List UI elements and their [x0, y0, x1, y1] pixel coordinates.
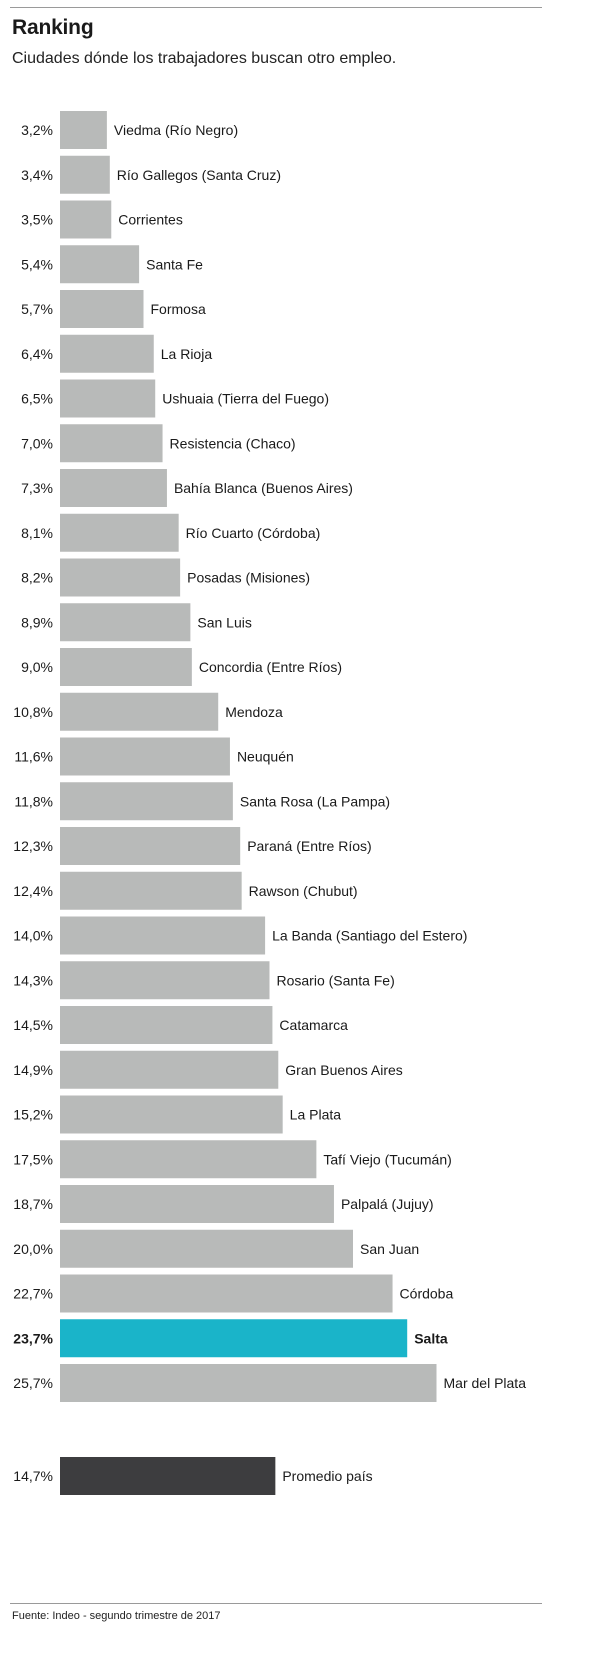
city-bar	[60, 782, 233, 821]
city-bar	[60, 1006, 273, 1044]
city-bar	[60, 513, 179, 552]
city-value-label: 14,5%	[13, 1017, 53, 1033]
city-category-label: Ushuaia (Tierra del Fuego)	[162, 391, 329, 407]
city-category-label: Palpalá (Jujuy)	[341, 1196, 434, 1212]
city-value-label: 17,5%	[13, 1151, 53, 1167]
city-category-label: Formosa	[151, 301, 206, 317]
city-value-label: 7,0%	[21, 435, 53, 451]
city-value-label: 25,7%	[13, 1375, 53, 1391]
city-category-label: Bahía Blanca (Buenos Aires)	[174, 480, 353, 496]
city-value-label: 8,9%	[21, 614, 53, 630]
average-category-label: Promedio país	[282, 1468, 372, 1484]
source-note: Fuente: Indeo - segundo trimestre de 201…	[12, 1610, 221, 1622]
city-value-label: 22,7%	[13, 1286, 53, 1302]
city-value-label: 11,6%	[14, 749, 53, 765]
city-bar	[60, 1050, 279, 1089]
city-value-label: 8,1%	[21, 525, 53, 541]
highlight-bar	[60, 1319, 408, 1358]
city-bar	[60, 245, 140, 284]
city-category-label: Santa Fe	[146, 256, 203, 272]
city-category-label: Neuquén	[237, 749, 294, 765]
city-bar	[60, 558, 181, 597]
city-value-label: 6,5%	[21, 391, 53, 407]
city-bar	[60, 1229, 353, 1268]
city-bar	[60, 1095, 283, 1134]
city-category-label: Corrientes	[118, 212, 183, 228]
average-bar	[60, 1457, 276, 1495]
city-category-label: La Banda (Santiago del Estero)	[272, 928, 467, 944]
average-value-label: 14,7%	[13, 1468, 53, 1484]
city-bar	[60, 1185, 334, 1223]
city-bar	[60, 737, 230, 776]
city-bar	[60, 1274, 393, 1313]
city-bar	[60, 200, 112, 239]
city-bar	[60, 111, 107, 149]
city-category-label: Paraná (Entre Ríos)	[247, 838, 372, 854]
top-rule	[10, 7, 542, 8]
city-value-label: 14,9%	[13, 1062, 53, 1078]
city-value-label: 3,4%	[21, 167, 53, 183]
city-category-label: Río Cuarto (Córdoba)	[186, 525, 321, 541]
city-value-label: 18,7%	[13, 1196, 53, 1212]
highlight-value-label: 23,7%	[13, 1330, 53, 1346]
city-category-label: Santa Rosa (La Pampa)	[240, 793, 390, 809]
city-value-label: 3,2%	[21, 122, 53, 138]
city-bar	[60, 469, 167, 507]
city-category-label: La Plata	[290, 1107, 342, 1123]
city-category-label: Concordia (Entre Ríos)	[199, 659, 342, 675]
city-bar	[60, 379, 156, 418]
city-value-label: 10,8%	[13, 704, 53, 720]
city-category-label: Rawson (Chubut)	[249, 883, 358, 899]
city-category-label: Resistencia (Chaco)	[170, 435, 296, 451]
bottom-rule	[10, 1603, 542, 1604]
city-category-label: Gran Buenos Aires	[285, 1062, 403, 1078]
city-category-label: La Rioja	[161, 346, 213, 362]
city-bar	[60, 334, 154, 373]
city-bar	[60, 1140, 317, 1179]
city-value-label: 5,7%	[21, 301, 53, 317]
city-category-label: Tafí Viejo (Tucumán)	[323, 1151, 451, 1167]
city-value-label: 6,4%	[21, 346, 53, 362]
city-value-label: 8,2%	[21, 570, 53, 586]
city-category-label: Mar del Plata	[444, 1375, 527, 1391]
city-value-label: 5,4%	[21, 256, 53, 272]
city-bar	[60, 424, 163, 463]
city-category-label: Catamarca	[279, 1017, 348, 1033]
city-value-label: 12,4%	[13, 883, 53, 899]
city-value-label: 9,0%	[21, 659, 53, 675]
city-category-label: Mendoza	[225, 704, 283, 720]
city-category-label: Posadas (Misiones)	[187, 570, 310, 586]
city-category-label: Viedma (Río Negro)	[114, 122, 238, 138]
city-value-label: 14,3%	[13, 972, 53, 988]
city-bar	[60, 290, 144, 328]
city-bar	[60, 916, 266, 955]
city-bar	[60, 961, 270, 1000]
city-category-label: Río Gallegos (Santa Cruz)	[117, 167, 281, 183]
city-value-label: 15,2%	[13, 1107, 53, 1123]
city-value-label: 11,8%	[14, 793, 53, 809]
city-bar	[60, 871, 242, 910]
city-value-label: 14,0%	[13, 928, 53, 944]
city-bar	[60, 603, 191, 642]
city-bar	[60, 155, 110, 194]
city-category-label: Rosario (Santa Fe)	[276, 972, 394, 988]
city-bar	[60, 692, 219, 731]
chart-subtitle: Ciudades dónde los trabajadores buscan o…	[12, 50, 397, 67]
highlight-category-label: Salta	[414, 1330, 448, 1346]
city-bar	[60, 827, 241, 865]
city-category-label: San Luis	[197, 614, 251, 630]
chart-title: Ranking	[12, 16, 94, 39]
city-bar	[60, 1364, 437, 1402]
city-value-label: 3,5%	[21, 212, 53, 228]
city-value-label: 7,3%	[21, 480, 53, 496]
city-bar	[60, 648, 192, 686]
city-value-label: 12,3%	[13, 838, 53, 854]
city-category-label: Córdoba	[400, 1286, 454, 1302]
city-value-label: 20,0%	[13, 1241, 53, 1257]
bar-chart: 3,2% Viedma (Río Negro) 3,4% Río Gallegos (…	[13, 111, 527, 1495]
city-category-label: San Juan	[360, 1241, 419, 1257]
